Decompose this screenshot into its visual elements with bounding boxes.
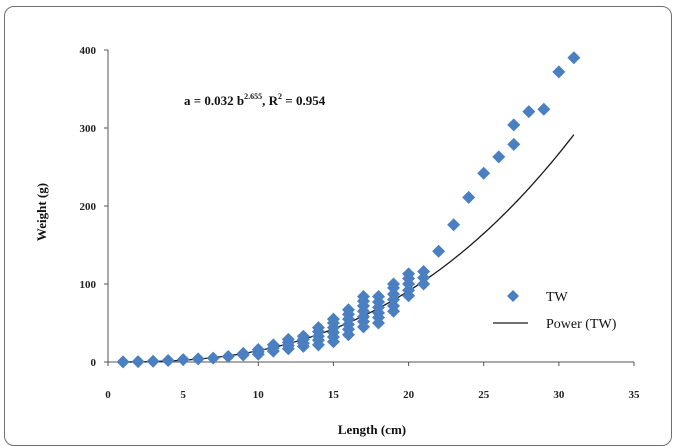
legend-label-power: Power (TW) — [546, 317, 617, 332]
x-tick-label: 10 — [253, 389, 265, 401]
data-point — [221, 350, 235, 364]
data-point — [236, 346, 250, 360]
legend-label-tw: TW — [546, 290, 569, 305]
data-point — [146, 354, 160, 368]
data-point — [507, 118, 521, 132]
data-point — [161, 353, 175, 367]
data-point — [176, 353, 190, 367]
x-tick-label: 15 — [328, 389, 340, 401]
equation-r-superscript: 2 — [278, 92, 282, 101]
x-tick-label: 35 — [629, 389, 641, 401]
legend: TW Power (TW) — [493, 290, 617, 332]
tick-labels: 0 5 10 15 20 25 30 35 0 100 200 300 400 — [80, 45, 641, 401]
data-point — [191, 352, 205, 366]
x-tick-label: 25 — [478, 389, 490, 401]
equation-part-a: a = 0.032 b — [184, 93, 244, 108]
data-points — [116, 51, 581, 369]
data-point — [462, 190, 476, 204]
x-tick-label: 30 — [553, 389, 565, 401]
data-point — [432, 244, 446, 258]
data-point — [447, 218, 461, 232]
data-point — [417, 265, 431, 279]
equation-part-value: = 0.954 — [282, 93, 326, 108]
data-point — [522, 105, 536, 119]
data-point — [116, 355, 130, 369]
data-point — [552, 65, 566, 79]
equation-exponent: 2.655 — [244, 92, 262, 101]
data-point — [296, 329, 310, 343]
data-point — [206, 351, 220, 365]
data-point — [341, 303, 355, 317]
data-point — [311, 321, 325, 335]
data-point — [251, 343, 265, 357]
data-point — [131, 355, 145, 369]
y-tick-label: 100 — [80, 279, 97, 291]
data-point — [567, 51, 581, 65]
data-point — [326, 312, 340, 326]
data-point — [477, 166, 491, 180]
y-tick-label: 0 — [91, 357, 97, 369]
x-tick-label: 5 — [180, 389, 186, 401]
equation-annotation: a = 0.032 b2.655, R2 = 0.954 — [184, 92, 326, 108]
equation-part-r: , R — [262, 93, 279, 108]
y-axis-title: Weight (g) — [34, 183, 49, 241]
chart-frame — [4, 6, 672, 446]
data-point — [356, 289, 370, 303]
x-axis-title: Length (cm) — [338, 422, 406, 437]
data-point — [402, 267, 416, 281]
legend-diamond-icon — [507, 290, 519, 302]
y-tick-label: 300 — [80, 123, 97, 135]
data-point — [537, 102, 551, 116]
data-point — [281, 332, 295, 346]
data-point — [492, 150, 506, 164]
x-tick-label: 20 — [403, 389, 415, 401]
x-tick-label: 0 — [105, 389, 111, 401]
y-tick-label: 200 — [80, 201, 97, 213]
data-point — [372, 289, 386, 303]
data-point — [387, 277, 401, 291]
data-point — [266, 338, 280, 352]
y-tick-label: 400 — [80, 45, 97, 57]
data-point — [507, 137, 521, 151]
